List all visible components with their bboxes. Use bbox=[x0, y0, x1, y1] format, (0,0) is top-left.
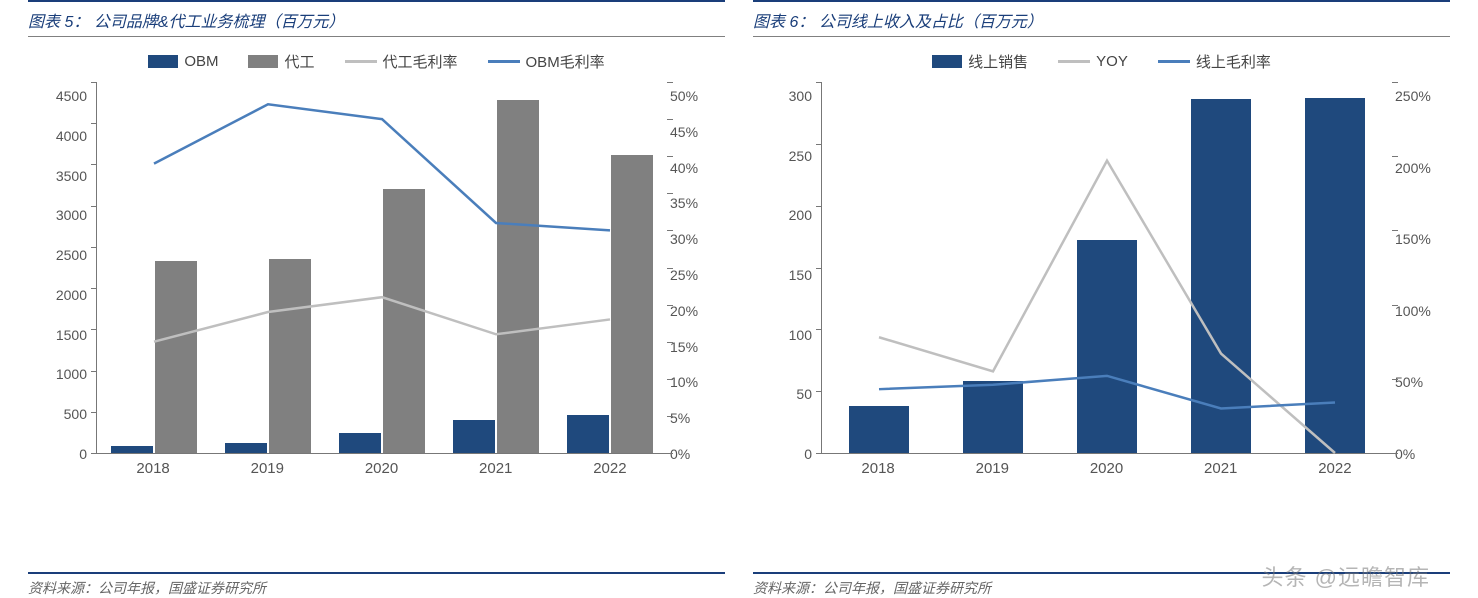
y-left-label: 2500 bbox=[56, 248, 87, 262]
y-right-label: 25% bbox=[670, 268, 698, 282]
y-right-label: 200% bbox=[1395, 161, 1431, 175]
legend-label: 代工毛利率 bbox=[383, 51, 458, 72]
y-left-label: 200 bbox=[789, 208, 812, 222]
chart-panel-right: 图表 6： 公司线上收入及占比（百万元） 线上销售YOY线上毛利率 300250… bbox=[753, 0, 1450, 598]
y-left-label: 50 bbox=[796, 387, 812, 401]
legend-label: YOY bbox=[1096, 53, 1128, 70]
lines-layer bbox=[822, 82, 1392, 453]
x-axis-label: 2020 bbox=[324, 454, 438, 482]
y-right-label: 0% bbox=[670, 447, 690, 461]
y-right-label: 100% bbox=[1395, 304, 1431, 318]
plot-area-left bbox=[96, 82, 667, 454]
legend-item: 线上销售 bbox=[932, 51, 1028, 72]
legend-label: OBM bbox=[184, 53, 218, 70]
x-axis-label: 2021 bbox=[439, 454, 553, 482]
source-left: 资料来源：公司年报，国盛证券研究所 bbox=[28, 572, 725, 598]
y-left-label: 1000 bbox=[56, 367, 87, 381]
chart-panel-left: 图表 5： 公司品牌&代工业务梳理（百万元） OBM代工代工毛利率OBM毛利率 … bbox=[28, 0, 725, 598]
lines-layer bbox=[97, 82, 667, 453]
legend-label: 线上销售 bbox=[968, 51, 1028, 72]
legend-swatch bbox=[1158, 60, 1190, 63]
legend-left: OBM 代工 代工毛利率 OBM毛利率 bbox=[38, 45, 715, 82]
chart-box-right: 线上销售YOY线上毛利率 300250200150100500 250%200%… bbox=[753, 45, 1450, 564]
y-right-label: 40% bbox=[670, 161, 698, 175]
legend-item: YOY bbox=[1058, 51, 1128, 72]
x-axis-left: 20182019202020212022 bbox=[96, 454, 667, 482]
y-left-label: 250 bbox=[789, 149, 812, 163]
x-axis-label: 2020 bbox=[1049, 454, 1163, 482]
y-axis-right: 250%200%150%100%50%0% bbox=[1389, 82, 1444, 454]
legend-swatch bbox=[248, 55, 278, 68]
y-axis-left: 450040003500300025002000150010005000 bbox=[38, 82, 93, 454]
chart-title-row: 图表 6： 公司线上收入及占比（百万元） bbox=[753, 0, 1450, 37]
x-axis-label: 2021 bbox=[1164, 454, 1278, 482]
y-left-label: 3500 bbox=[56, 169, 87, 183]
legend-swatch bbox=[148, 55, 178, 68]
chart-title-prefix: 图表 6： bbox=[753, 14, 814, 31]
plot-wrap-right: 300250200150100500 250%200%150%100%50%0%… bbox=[821, 82, 1392, 482]
legend-item: OBM毛利率 bbox=[488, 51, 605, 72]
chart-title-row: 图表 5： 公司品牌&代工业务梳理（百万元） bbox=[28, 0, 725, 37]
legend-label: OBM毛利率 bbox=[526, 51, 605, 72]
source-right: 资料来源：公司年报，国盛证券研究所 bbox=[753, 572, 1450, 598]
y-left-label: 2000 bbox=[56, 288, 87, 302]
y-right-label: 250% bbox=[1395, 89, 1431, 103]
y-left-label: 3000 bbox=[56, 208, 87, 222]
y-left-label: 4500 bbox=[56, 89, 87, 103]
y-left-label: 300 bbox=[789, 89, 812, 103]
x-axis-label: 2019 bbox=[935, 454, 1049, 482]
legend-label: 线上毛利率 bbox=[1196, 51, 1271, 72]
y-left-label: 1500 bbox=[56, 328, 87, 342]
legend-swatch bbox=[345, 60, 377, 63]
y-right-label: 30% bbox=[670, 232, 698, 246]
y-right-label: 20% bbox=[670, 304, 698, 318]
plot-area-right bbox=[821, 82, 1392, 454]
x-axis-right: 20182019202020212022 bbox=[821, 454, 1392, 482]
legend-swatch bbox=[488, 60, 520, 63]
y-right-label: 50% bbox=[1395, 375, 1423, 389]
x-axis-label: 2019 bbox=[210, 454, 324, 482]
legend-swatch bbox=[932, 55, 962, 68]
y-left-label: 0 bbox=[79, 447, 87, 461]
y-left-label: 500 bbox=[64, 407, 87, 421]
chart-title-text: 公司线上收入及占比（百万元） bbox=[819, 14, 1043, 31]
x-axis-label: 2022 bbox=[1278, 454, 1392, 482]
plot-wrap-left: 450040003500300025002000150010005000 50%… bbox=[96, 82, 667, 482]
legend-swatch bbox=[1058, 60, 1090, 63]
y-right-label: 50% bbox=[670, 89, 698, 103]
legend-item: OBM bbox=[148, 51, 218, 72]
legend-label: 代工 bbox=[284, 51, 314, 72]
y-right-label: 0% bbox=[1395, 447, 1415, 461]
legend-item: 代工毛利率 bbox=[345, 51, 458, 72]
y-right-label: 45% bbox=[670, 125, 698, 139]
y-axis-left: 300250200150100500 bbox=[763, 82, 818, 454]
chart-box-left: OBM代工代工毛利率OBM毛利率 45004000350030002500200… bbox=[28, 45, 725, 564]
line-series bbox=[154, 104, 610, 230]
chart-title-prefix: 图表 5： bbox=[28, 14, 89, 31]
y-left-label: 4000 bbox=[56, 129, 87, 143]
y-right-label: 150% bbox=[1395, 232, 1431, 246]
legend-item: 线上毛利率 bbox=[1158, 51, 1271, 72]
chart-title-text: 公司品牌&代工业务梳理（百万元） bbox=[94, 14, 345, 31]
y-right-label: 15% bbox=[670, 340, 698, 354]
y-right-label: 5% bbox=[670, 411, 690, 425]
line-series bbox=[154, 297, 610, 342]
y-right-label: 35% bbox=[670, 196, 698, 210]
x-axis-label: 2022 bbox=[553, 454, 667, 482]
x-axis-label: 2018 bbox=[96, 454, 210, 482]
legend-right: 线上销售 YOY 线上毛利率 bbox=[763, 45, 1440, 82]
x-axis-label: 2018 bbox=[821, 454, 935, 482]
y-left-label: 150 bbox=[789, 268, 812, 282]
legend-item: 代工 bbox=[248, 51, 314, 72]
line-series bbox=[879, 161, 1335, 453]
y-left-label: 0 bbox=[804, 447, 812, 461]
y-left-label: 100 bbox=[789, 328, 812, 342]
y-right-label: 10% bbox=[670, 375, 698, 389]
